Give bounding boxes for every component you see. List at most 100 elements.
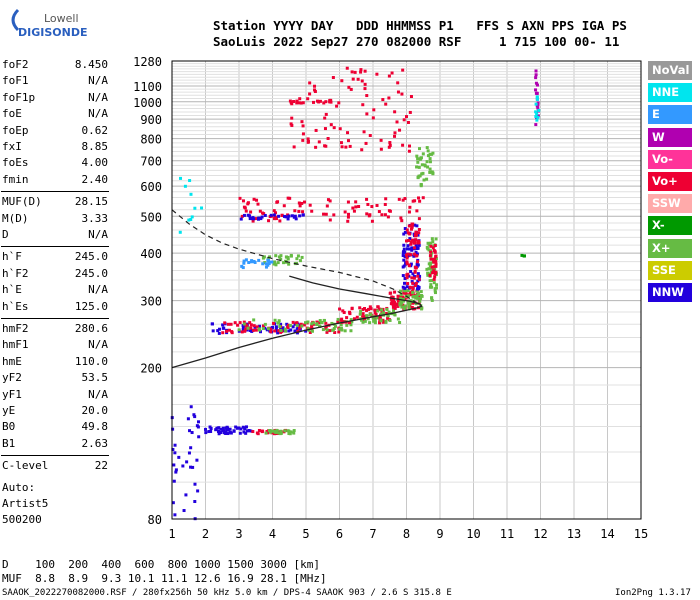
- echo-point: [361, 307, 365, 311]
- param-name: B0: [2, 420, 16, 434]
- echo-point: [251, 219, 255, 223]
- echo-point: [377, 307, 381, 311]
- echo-point: [412, 276, 416, 280]
- distance-value: 600: [121, 558, 155, 571]
- echo-point: [297, 201, 301, 205]
- echo-point: [408, 237, 412, 241]
- echo-point: [295, 331, 299, 335]
- echo-point: [183, 184, 187, 188]
- echo-point: [322, 318, 326, 322]
- param-row: fmin 2.40: [2, 173, 108, 189]
- param-row: B0 49.8: [2, 420, 108, 436]
- echo-point: [195, 424, 199, 428]
- echo-point: [249, 429, 253, 433]
- param-name: hmE: [2, 354, 22, 368]
- echo-point: [350, 306, 354, 310]
- echo-point: [192, 413, 196, 417]
- echo-point: [173, 513, 177, 517]
- echo-point: [330, 321, 334, 325]
- echo-point: [294, 321, 298, 325]
- echo-point: [405, 228, 409, 232]
- echo-point: [361, 320, 365, 324]
- echo-point: [414, 244, 418, 248]
- param-value: 245.0: [74, 250, 108, 264]
- echo-point: [410, 248, 414, 252]
- echo-point: [276, 261, 280, 265]
- distance-value: 1500: [220, 558, 254, 571]
- echo-point: [410, 276, 414, 280]
- param-name: fmin: [2, 172, 29, 186]
- x-tick-label: 15: [634, 527, 648, 541]
- echo-point: [427, 243, 431, 247]
- echo-point: [535, 95, 539, 99]
- echo-point: [418, 274, 422, 278]
- echo-point: [409, 227, 413, 231]
- echo-point: [295, 327, 299, 331]
- echo-point: [379, 138, 383, 142]
- echo-point: [433, 243, 437, 247]
- param-row: B1 2.63: [2, 437, 108, 453]
- echo-point: [421, 171, 425, 175]
- echo-point: [328, 218, 332, 222]
- echo-point: [219, 427, 223, 431]
- param-name: foF1p: [2, 90, 36, 104]
- echo-point: [407, 264, 411, 268]
- param-value: 53.5: [81, 371, 109, 385]
- echo-point: [346, 219, 350, 223]
- echo-point: [260, 215, 264, 219]
- echo-point: [287, 429, 291, 433]
- echo-point: [389, 302, 393, 306]
- echo-point: [415, 252, 419, 256]
- echo-point: [324, 325, 328, 329]
- param-value: 2.63: [81, 436, 109, 450]
- echo-point: [242, 322, 246, 326]
- echo-point: [371, 316, 375, 320]
- echo-point: [217, 432, 221, 436]
- echo-point: [402, 258, 406, 262]
- param-name: yE: [2, 404, 16, 417]
- echo-point: [260, 429, 264, 433]
- param-value: N/A: [88, 90, 108, 104]
- echo-point: [428, 264, 432, 268]
- param-row: hmF1 N/A: [2, 338, 108, 354]
- echo-point: [417, 217, 421, 221]
- echo-point: [331, 328, 335, 332]
- echo-point: [193, 206, 197, 210]
- echo-point: [391, 305, 395, 309]
- echo-point: [197, 435, 201, 439]
- echo-point: [246, 201, 250, 205]
- echo-point: [325, 204, 329, 208]
- echo-point: [178, 230, 182, 234]
- echo-point: [396, 81, 400, 85]
- echo-point: [323, 127, 327, 131]
- echo-point: [393, 302, 397, 306]
- echo-point: [386, 314, 390, 318]
- echo-point: [301, 213, 305, 217]
- param-row: foF1 N/A: [2, 74, 108, 90]
- echo-point: [409, 95, 413, 99]
- legend-item-vo-minus: Vo+: [648, 172, 692, 191]
- param-row: yE 20.0: [2, 404, 108, 420]
- echo-point: [347, 321, 351, 325]
- echo-point: [401, 254, 405, 258]
- x-tick-label: 3: [235, 527, 242, 541]
- echo-point: [434, 262, 438, 266]
- echo-point: [536, 101, 540, 105]
- echo-point: [387, 209, 391, 213]
- param-value: N/A: [88, 387, 108, 401]
- echo-point: [368, 134, 372, 138]
- echo-point: [193, 500, 197, 504]
- echo-point: [285, 322, 289, 326]
- param-row: MUF(D) 28.15: [2, 195, 108, 211]
- echo-point: [402, 291, 406, 295]
- param-row: C-level 22: [2, 459, 108, 475]
- echo-point: [270, 429, 274, 433]
- echo-point: [534, 73, 538, 77]
- echo-point: [338, 307, 342, 311]
- param-name: h`Es: [2, 299, 29, 313]
- echo-point: [417, 291, 421, 295]
- echo-point: [403, 307, 407, 311]
- echo-point: [370, 314, 374, 318]
- echo-point: [534, 123, 538, 127]
- echo-point: [186, 417, 190, 421]
